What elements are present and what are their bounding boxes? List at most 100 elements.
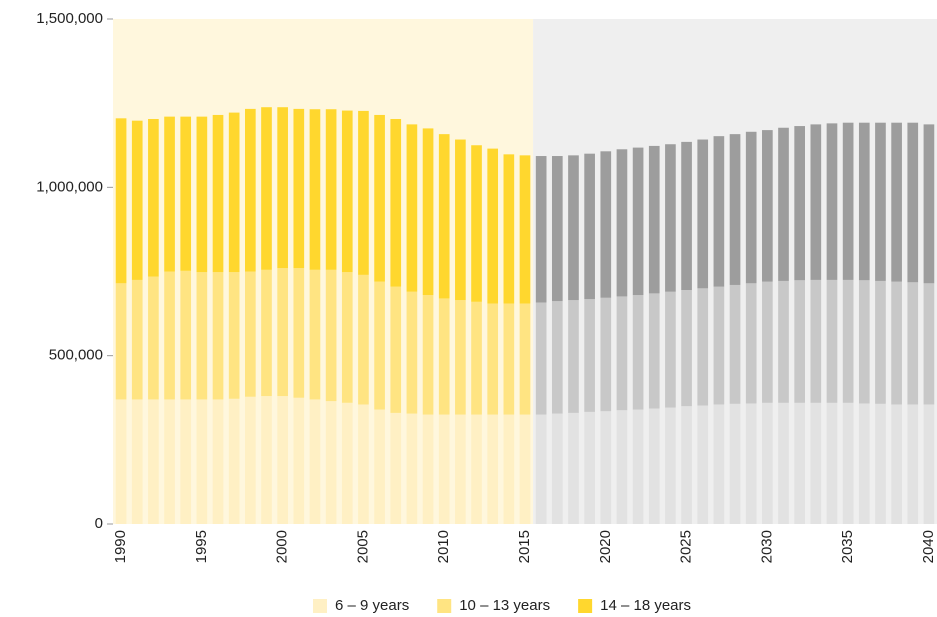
bar-segment xyxy=(228,272,240,399)
bar-segment xyxy=(358,404,369,524)
bar-segment xyxy=(487,303,499,415)
bar-segment xyxy=(438,298,450,415)
bar-segment xyxy=(390,412,402,524)
bar-segment xyxy=(745,131,757,284)
bar-segment xyxy=(810,279,822,403)
bar-segment xyxy=(374,114,385,282)
bar-segment xyxy=(729,403,741,524)
bar-segment xyxy=(180,116,192,271)
bar-segment xyxy=(535,156,547,303)
bar-segment xyxy=(228,112,240,273)
x-tick-label: 2025 xyxy=(678,530,695,563)
bar-segment xyxy=(891,404,902,524)
bar-segment xyxy=(762,281,773,403)
y-tick-label: 500,000 xyxy=(49,347,103,364)
bar-segment xyxy=(277,107,288,269)
bar-segment xyxy=(665,144,676,292)
bar-segment xyxy=(212,114,224,273)
bar-segment xyxy=(810,124,822,280)
bar-segment xyxy=(632,295,644,410)
bar-segment xyxy=(196,272,208,400)
bar-segment xyxy=(325,109,337,270)
bar-segment xyxy=(422,295,434,415)
bar-segment xyxy=(729,284,741,404)
bar-segment xyxy=(390,286,402,413)
bar-segment xyxy=(648,293,660,409)
bar-segment xyxy=(665,407,676,524)
x-tick-label: 2015 xyxy=(516,530,533,563)
bar-segment xyxy=(923,124,935,284)
bar-segment xyxy=(600,151,612,298)
bar-segment xyxy=(697,139,709,289)
bar-segment xyxy=(131,399,143,524)
bar-segment xyxy=(406,291,418,414)
bar-segment xyxy=(164,116,175,272)
bar-segment xyxy=(148,399,159,524)
bar-segment xyxy=(568,412,579,524)
bar-segment xyxy=(681,406,692,524)
bar-segment xyxy=(293,397,305,524)
bar-segment xyxy=(196,399,208,524)
bar-segment xyxy=(471,414,482,524)
bar-segment xyxy=(438,134,450,299)
bar-segment xyxy=(713,286,725,405)
bar-segment xyxy=(245,108,256,272)
bar-segment xyxy=(794,280,805,403)
bar-segment xyxy=(875,403,886,524)
bar-segment xyxy=(245,271,256,397)
bar-segment xyxy=(115,399,127,524)
bar-segment xyxy=(245,396,256,524)
bar-segment xyxy=(842,402,854,524)
bar-segment xyxy=(406,413,418,524)
bar-segment xyxy=(325,269,337,402)
bar-segment xyxy=(406,124,418,292)
bar-segment xyxy=(277,268,288,397)
bar-segment xyxy=(794,126,805,281)
bar-segment xyxy=(277,396,288,524)
bar-segment xyxy=(374,281,385,410)
bar-segment xyxy=(212,399,224,524)
legend-swatch xyxy=(578,599,593,613)
x-tick-label: 2005 xyxy=(354,530,371,563)
bar-segment xyxy=(745,403,757,524)
bar-segment xyxy=(616,149,628,297)
bar-segment xyxy=(519,155,531,304)
y-tick-label: 0 xyxy=(95,515,103,532)
bar-segment xyxy=(842,122,854,280)
bar-segment xyxy=(584,153,595,300)
y-tick-label: 1,000,000 xyxy=(36,178,103,195)
bar-segment xyxy=(858,403,870,524)
bar-segment xyxy=(826,123,838,280)
history-background xyxy=(113,19,534,524)
bar-segment xyxy=(907,282,919,405)
legend-label: 10 – 13 years xyxy=(459,597,550,614)
bar-segment xyxy=(858,280,870,404)
legend-swatch xyxy=(313,599,327,613)
bar-segment xyxy=(697,405,709,524)
bar-segment xyxy=(164,271,175,400)
bar-segment xyxy=(293,108,305,269)
bar-segment xyxy=(891,281,902,405)
bar-segment xyxy=(826,402,838,524)
bar-segment xyxy=(115,283,127,400)
bar-segment xyxy=(261,107,272,270)
bar-segment xyxy=(600,411,612,524)
bar-segment xyxy=(745,283,757,404)
bar-segment xyxy=(309,399,321,524)
bar-segment xyxy=(729,134,741,285)
bar-segment xyxy=(455,139,466,301)
bar-segment xyxy=(648,408,660,524)
bar-segment xyxy=(891,122,902,282)
bar-segment xyxy=(487,148,499,304)
bar-segment xyxy=(455,300,466,415)
bar-segment xyxy=(568,300,579,413)
x-tick-label: 2040 xyxy=(920,530,937,563)
x-tick-label: 2030 xyxy=(758,530,775,563)
bar-segment xyxy=(551,301,563,414)
x-tick-label: 2035 xyxy=(839,530,856,563)
bar-segment xyxy=(148,276,159,400)
bar-segment xyxy=(616,296,628,411)
bar-segment xyxy=(584,299,595,412)
bar-segment xyxy=(309,269,321,400)
